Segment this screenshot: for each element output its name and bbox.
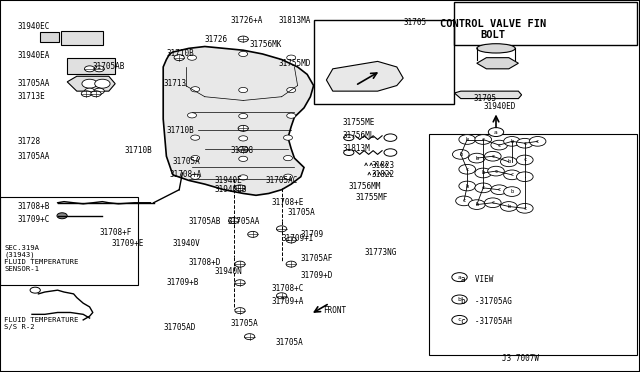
Text: 31773NG: 31773NG [365,248,397,257]
Text: 31813M: 31813M [342,144,370,153]
Bar [314,20,454,104]
Text: 31755MD: 31755MD [278,59,311,68]
Circle shape [475,135,492,144]
Polygon shape [67,76,115,91]
Circle shape [188,113,196,118]
Text: b: b [458,297,461,302]
Text: 31708+D: 31708+D [189,258,221,267]
Text: c: c [523,157,527,163]
Text: a: a [458,275,461,280]
Circle shape [191,135,200,140]
Text: c: c [523,141,527,146]
Text: 31705: 31705 [474,94,497,103]
Circle shape [91,91,101,97]
Text: b: b [465,183,469,189]
Circle shape [500,202,517,211]
Text: b: b [481,170,485,176]
Text: c: c [481,185,485,190]
Circle shape [235,261,245,267]
Text: 31940ED: 31940ED [483,102,516,110]
Text: 31822: 31822 [371,170,394,179]
Text: 31726+A: 31726+A [230,16,263,25]
Text: 31756MM: 31756MM [349,182,381,190]
Text: b: b [459,152,463,157]
Circle shape [30,287,40,293]
Circle shape [456,196,472,206]
Text: 31705A: 31705A [275,338,303,347]
Text: 31705AA: 31705AA [227,217,260,226]
Circle shape [191,155,200,161]
Bar [40,32,59,42]
Text: 31705A: 31705A [173,157,200,166]
Text: 31755ME: 31755ME [342,118,375,127]
Circle shape [276,226,287,232]
Text: c: c [510,172,514,177]
Circle shape [491,185,508,195]
Circle shape [452,150,469,159]
Text: c: c [491,200,495,205]
Text: CONTROL VALVE FIN
BOLT: CONTROL VALVE FIN BOLT [440,19,546,40]
Circle shape [516,155,533,165]
Circle shape [484,198,501,208]
Text: 31708+C: 31708+C [272,284,305,293]
Circle shape [174,55,184,61]
Circle shape [459,164,476,174]
Text: a  VIEW: a VIEW [461,275,493,283]
Bar [61,31,103,45]
Circle shape [188,55,196,60]
Text: 31705AA: 31705AA [18,79,51,88]
Circle shape [475,168,492,178]
Circle shape [452,295,467,304]
Polygon shape [454,91,522,99]
Circle shape [504,170,520,180]
Polygon shape [326,61,403,91]
Text: 31940EC: 31940EC [18,22,51,31]
Text: 31708+E: 31708+E [272,198,305,207]
Text: 31755MF: 31755MF [355,193,388,202]
Text: 31709+B: 31709+B [166,278,199,287]
Circle shape [81,91,92,97]
Circle shape [82,79,97,88]
Text: b: b [510,189,514,194]
Circle shape [344,150,354,155]
Text: J3 7007W: J3 7007W [502,355,540,363]
Text: 31708+F: 31708+F [99,228,132,237]
Circle shape [286,261,296,267]
Circle shape [239,156,248,161]
Circle shape [238,36,248,42]
Text: 31940EB: 31940EB [214,185,247,194]
Circle shape [239,113,248,119]
Circle shape [276,293,287,299]
Polygon shape [477,58,518,69]
Text: 31708+B: 31708+B [18,202,51,211]
Circle shape [191,174,200,179]
Circle shape [516,203,533,213]
Text: 31705AF: 31705AF [301,254,333,263]
Text: c  -31705AH: c -31705AH [461,317,511,326]
Circle shape [238,125,248,131]
Ellipse shape [477,44,515,53]
Circle shape [284,174,292,179]
Circle shape [238,147,248,153]
Circle shape [468,200,485,209]
Text: a: a [494,129,498,135]
Circle shape [384,149,397,156]
Circle shape [235,308,245,314]
Text: 31709: 31709 [301,230,324,239]
Circle shape [384,134,397,141]
Text: 31940E: 31940E [214,176,242,185]
Text: 31705AD: 31705AD [163,323,196,332]
Circle shape [287,113,296,118]
Text: 31705A: 31705A [288,208,316,217]
Circle shape [239,51,248,57]
Text: 31813MA: 31813MA [278,16,311,25]
Text: SEC.319A
(31943)
FLUID TEMPERATURE
SENSOR-1: SEC.319A (31943) FLUID TEMPERATURE SENSO… [4,245,79,272]
Circle shape [248,231,258,237]
Circle shape [84,66,95,72]
Circle shape [94,66,104,72]
Text: 31713: 31713 [163,79,186,88]
Text: c: c [523,206,527,211]
Text: 31709+E: 31709+E [112,239,145,248]
Text: 31705AB: 31705AB [189,217,221,226]
Circle shape [84,88,95,94]
